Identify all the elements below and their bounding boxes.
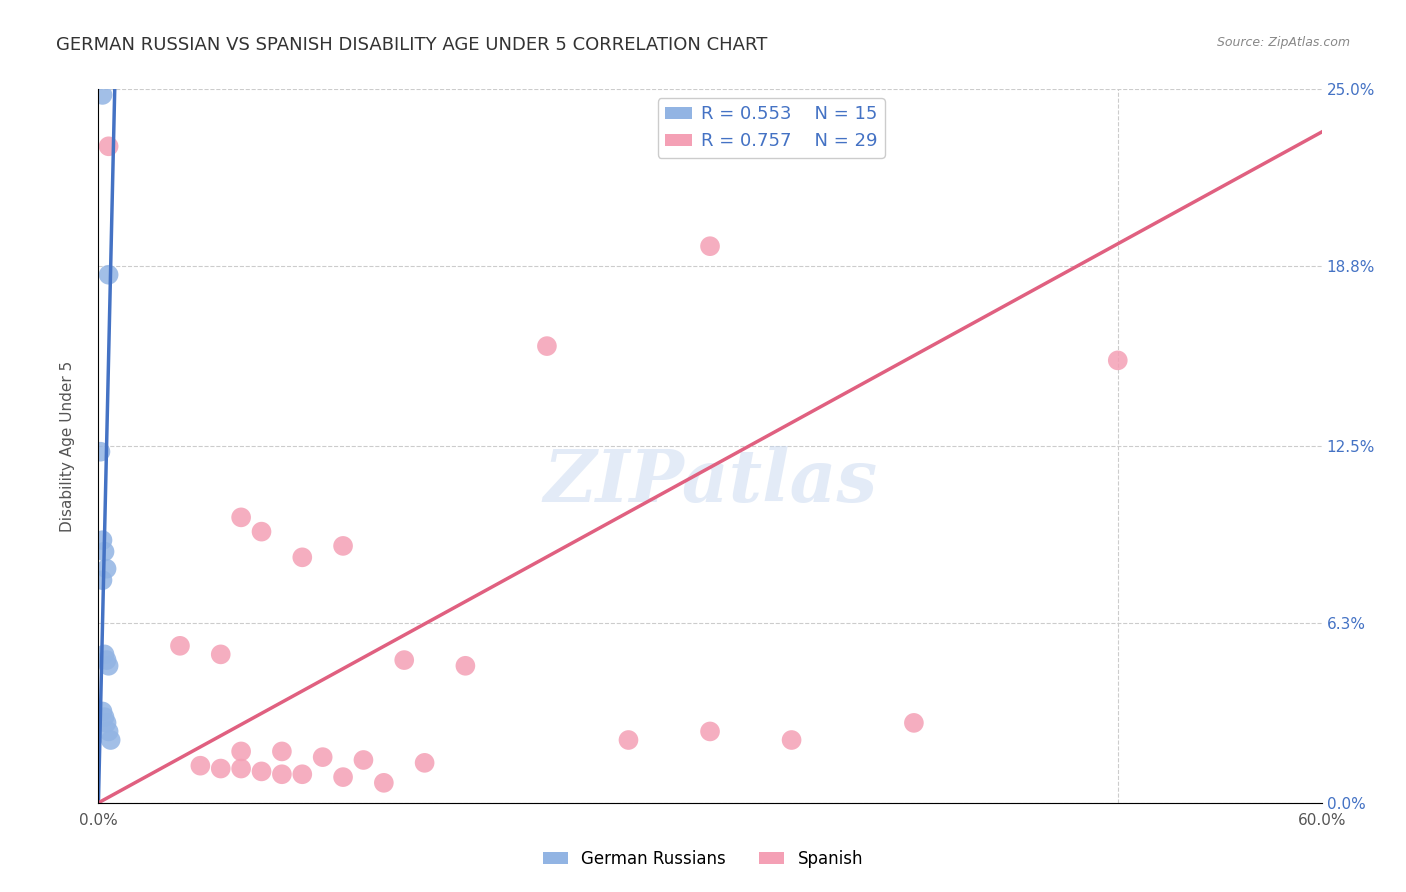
Point <box>96 653 118 667</box>
Point <box>413 756 436 770</box>
Point <box>250 524 273 539</box>
Point <box>89 444 111 458</box>
Point <box>270 744 294 758</box>
Point <box>231 510 253 524</box>
Point <box>250 764 273 779</box>
Point <box>100 733 122 747</box>
Point <box>91 533 114 548</box>
Point <box>312 750 335 764</box>
Point <box>209 762 232 776</box>
Legend: R = 0.553    N = 15, R = 0.757    N = 29: R = 0.553 N = 15, R = 0.757 N = 29 <box>658 98 884 158</box>
Point <box>91 705 114 719</box>
Point <box>97 268 120 282</box>
Point <box>91 87 114 102</box>
Point <box>97 139 120 153</box>
Point <box>96 715 118 730</box>
Point <box>617 733 640 747</box>
Point <box>97 724 120 739</box>
Point <box>1107 353 1129 368</box>
Point <box>169 639 191 653</box>
Point <box>392 653 416 667</box>
Point <box>780 733 803 747</box>
Point <box>699 239 721 253</box>
Point <box>188 758 212 772</box>
Point <box>93 710 115 724</box>
Point <box>903 715 925 730</box>
Point <box>699 724 721 739</box>
Point <box>231 744 253 758</box>
Point <box>270 767 294 781</box>
Text: ZIPatlas: ZIPatlas <box>543 446 877 517</box>
Point <box>536 339 558 353</box>
Point <box>291 767 314 781</box>
Point <box>332 539 354 553</box>
Text: Source: ZipAtlas.com: Source: ZipAtlas.com <box>1216 36 1350 49</box>
Text: GERMAN RUSSIAN VS SPANISH DISABILITY AGE UNDER 5 CORRELATION CHART: GERMAN RUSSIAN VS SPANISH DISABILITY AGE… <box>56 36 768 54</box>
Point <box>93 544 115 558</box>
Point <box>91 573 114 587</box>
Point <box>332 770 354 784</box>
Point <box>454 658 477 673</box>
Point <box>352 753 374 767</box>
Point <box>96 562 118 576</box>
Legend: German Russians, Spanish: German Russians, Spanish <box>536 844 870 875</box>
Point <box>93 648 115 662</box>
Y-axis label: Disability Age Under 5: Disability Age Under 5 <box>60 360 75 532</box>
Point <box>291 550 314 565</box>
Point <box>373 776 395 790</box>
Point <box>97 658 120 673</box>
Point <box>209 648 232 662</box>
Point <box>231 762 253 776</box>
